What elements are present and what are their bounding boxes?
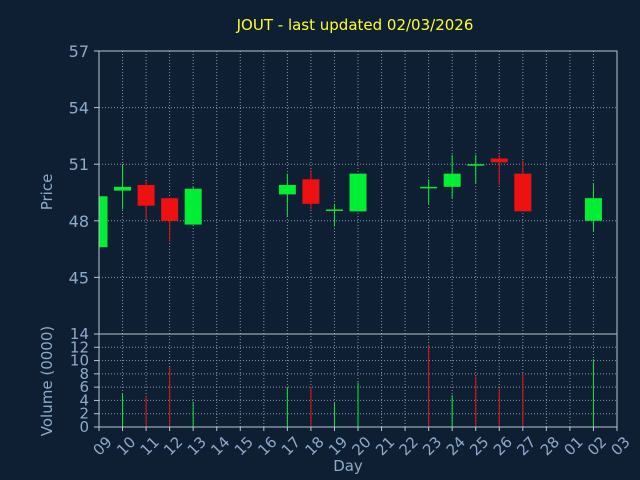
volume-tick-label: 2 — [79, 405, 89, 423]
candle-body — [443, 173, 461, 187]
candle-body — [278, 184, 296, 195]
candle-body — [490, 158, 508, 163]
volume-panel — [122, 345, 594, 427]
volume-axis-label: Volume (0000) — [38, 326, 56, 436]
volume-tick-label: 0 — [79, 418, 89, 436]
candle-body — [467, 164, 485, 166]
volume-tick-label: 4 — [79, 391, 89, 409]
volume-tick-label: 10 — [70, 352, 89, 370]
candle-body — [349, 173, 367, 212]
candle-body — [584, 198, 602, 221]
candle-body — [114, 186, 132, 191]
volume-tick-label: 12 — [70, 338, 89, 356]
price-axis-label: Price — [38, 174, 56, 211]
volume-tick-label: 8 — [79, 365, 89, 383]
candle-body — [161, 198, 179, 221]
candle-body — [184, 188, 202, 225]
candle-body — [325, 209, 343, 211]
chart-title: JOUT - last updated 02/03/2026 — [236, 16, 474, 34]
volume-tick-label: 14 — [70, 325, 89, 343]
price-tick-label: 45 — [69, 268, 89, 287]
candle-body — [137, 184, 155, 206]
price-tick-label: 57 — [69, 42, 89, 61]
candle-body — [302, 179, 320, 204]
candle-body — [420, 186, 438, 189]
x-axis-label: Day — [333, 457, 363, 475]
price-tick-label: 51 — [69, 155, 89, 174]
candle-body — [514, 173, 532, 212]
price-tick-label: 54 — [69, 99, 89, 118]
price-tick-label: 48 — [69, 212, 89, 231]
candle-body — [99, 196, 108, 248]
volume-tick-label: 6 — [79, 378, 89, 396]
